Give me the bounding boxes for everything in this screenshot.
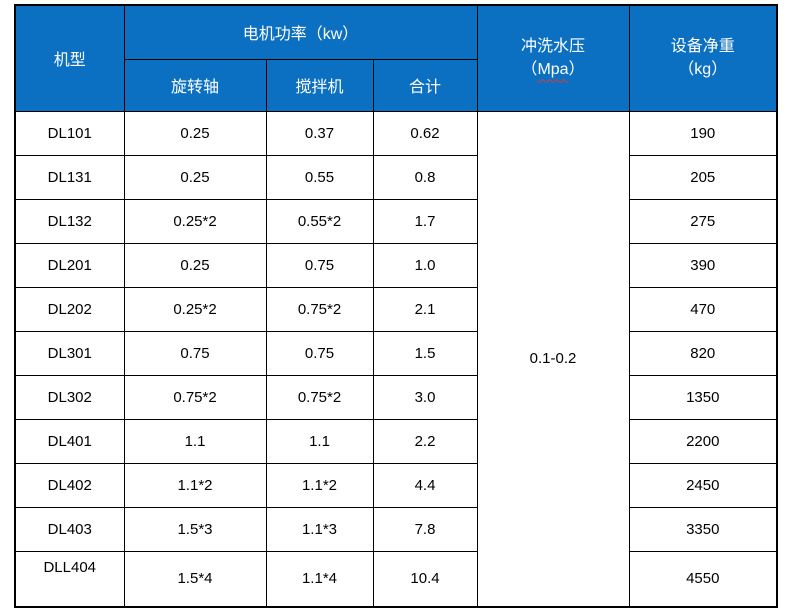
model-cell: DL302 <box>14 374 125 420</box>
weight-cell: 2450 <box>628 462 778 508</box>
weight-cell: 2200 <box>628 418 778 464</box>
model-cell: DL201 <box>14 242 125 288</box>
paren-open: （ <box>521 61 538 79</box>
table-row: DL401 1.1 1.1 2.2 2200 <box>14 418 778 464</box>
shaft-cell: 0.25*2 <box>123 198 267 244</box>
shaft-cell: 1.1 <box>123 418 267 464</box>
model-cell: DL403 <box>14 506 125 552</box>
weight-cell: 1350 <box>628 374 778 420</box>
model-cell: DL301 <box>14 330 125 376</box>
header-flush-pressure: 冲洗水压 （Mpa） <box>476 4 630 112</box>
shaft-cell: 0.25 <box>123 242 267 288</box>
shaft-cell: 0.75 <box>123 330 267 376</box>
model-cell: DL132 <box>14 198 125 244</box>
model-cell: DLL404 <box>14 550 125 608</box>
total-cell: 1.5 <box>372 330 478 376</box>
model-cell: DL131 <box>14 154 125 200</box>
shaft-cell: 1.5*3 <box>123 506 267 552</box>
header-total: 合计 <box>372 58 478 112</box>
total-cell: 1.7 <box>372 198 478 244</box>
shaft-cell: 1.5*4 <box>123 550 267 608</box>
mixer-cell: 1.1 <box>265 418 374 464</box>
mixer-cell: 1.1*3 <box>265 506 374 552</box>
table-header: 机型 电机功率（kw） 冲洗水压 （Mpa） 设备净重 （kg） 旋转轴 搅拌机… <box>14 4 778 112</box>
weight-cell: 205 <box>628 154 778 200</box>
weight-cell: 4550 <box>628 550 778 608</box>
total-cell: 4.4 <box>372 462 478 508</box>
table-row: DL202 0.25*2 0.75*2 2.1 470 <box>14 286 778 332</box>
shaft-cell: 1.1*2 <box>123 462 267 508</box>
weight-cell: 470 <box>628 286 778 332</box>
mixer-cell: 1.1*4 <box>265 550 374 608</box>
mixer-cell: 1.1*2 <box>265 462 374 508</box>
flush-pressure-value-cell: 0.1-0.2 <box>476 110 630 608</box>
mixer-cell: 0.55 <box>265 154 374 200</box>
total-cell: 2.2 <box>372 418 478 464</box>
total-cell: 0.8 <box>372 154 478 200</box>
weight-cell: 190 <box>628 110 778 156</box>
weight-cell: 390 <box>628 242 778 288</box>
header-net-weight-line1: 设备净重 <box>670 38 735 56</box>
shaft-cell: 0.25*2 <box>123 286 267 332</box>
model-cell: DL402 <box>14 462 125 508</box>
header-net-weight-line2: （kg） <box>678 61 728 79</box>
model-cell: DL202 <box>14 286 125 332</box>
weight-cell: 275 <box>628 198 778 244</box>
spec-table: 机型 电机功率（kw） 冲洗水压 （Mpa） 设备净重 （kg） 旋转轴 搅拌机… <box>14 4 778 608</box>
total-cell: 10.4 <box>372 550 478 608</box>
total-cell: 1.0 <box>372 242 478 288</box>
model-cell: DL401 <box>14 418 125 464</box>
total-cell: 3.0 <box>372 374 478 420</box>
header-mixer: 搅拌机 <box>265 58 374 112</box>
shaft-cell: 0.75*2 <box>123 374 267 420</box>
mixer-cell: 0.55*2 <box>265 198 374 244</box>
weight-cell: 820 <box>628 330 778 376</box>
total-cell: 7.8 <box>372 506 478 552</box>
header-model: 机型 <box>14 4 125 112</box>
header-rotating-shaft: 旋转轴 <box>123 58 267 112</box>
table-row: DL201 0.25 0.75 1.0 390 <box>14 242 778 288</box>
header-flush-pressure-unit: Mpa <box>537 61 569 79</box>
header-flush-pressure-line2: （Mpa） <box>480 58 627 81</box>
header-motor-power-group: 电机功率（kw） <box>123 4 478 60</box>
total-cell: 0.62 <box>372 110 478 156</box>
paren-close: ） <box>568 61 585 79</box>
mixer-cell: 0.75*2 <box>265 286 374 332</box>
table-row: DL132 0.25*2 0.55*2 1.7 275 <box>14 198 778 244</box>
mixer-cell: 0.75 <box>265 242 374 288</box>
total-cell: 2.1 <box>372 286 478 332</box>
table-row: DLL404 1.5*4 1.1*4 10.4 4550 <box>14 550 778 608</box>
header-flush-pressure-line1: 冲洗水压 <box>520 38 585 56</box>
table-row: DL402 1.1*2 1.1*2 4.4 2450 <box>14 462 778 508</box>
table-row: DL302 0.75*2 0.75*2 3.0 1350 <box>14 374 778 420</box>
table-row: DL301 0.75 0.75 1.5 820 <box>14 330 778 376</box>
weight-cell: 3350 <box>628 506 778 552</box>
table-row: DL403 1.5*3 1.1*3 7.8 3350 <box>14 506 778 552</box>
shaft-cell: 0.25 <box>123 110 267 156</box>
table-row: DL131 0.25 0.55 0.8 205 <box>14 154 778 200</box>
model-cell: DL101 <box>14 110 125 156</box>
shaft-cell: 0.25 <box>123 154 267 200</box>
mixer-cell: 0.37 <box>265 110 374 156</box>
mixer-cell: 0.75 <box>265 330 374 376</box>
header-net-weight: 设备净重 （kg） <box>628 4 778 112</box>
table-row: DL101 0.25 0.37 0.62 0.1-0.2 190 <box>14 110 778 608</box>
table-body: DL101 0.25 0.37 0.62 0.1-0.2 190 DL131 0… <box>14 110 778 608</box>
mixer-cell: 0.75*2 <box>265 374 374 420</box>
